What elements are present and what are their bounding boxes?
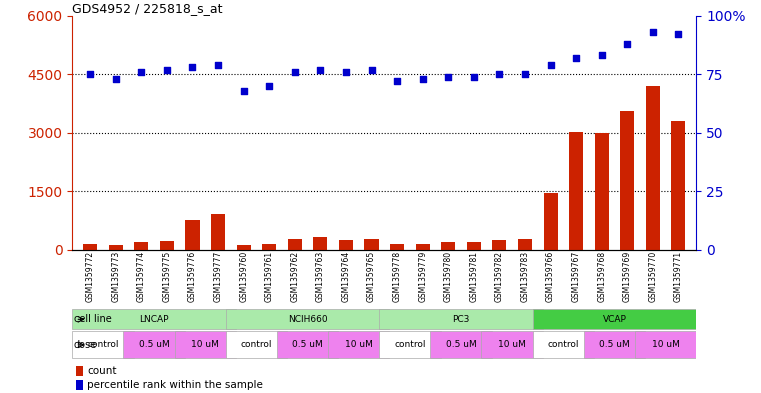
Bar [123,331,185,358]
Bar [365,239,378,250]
Point [161,66,173,73]
Text: cell line: cell line [74,314,111,324]
Bar [76,366,83,376]
Bar [76,380,83,390]
Point [186,64,199,70]
Bar [328,331,390,358]
Text: GDS4952 / 225818_s_at: GDS4952 / 225818_s_at [72,2,223,15]
Bar [186,220,199,250]
Text: 10 uM: 10 uM [191,340,219,349]
Bar [339,240,353,250]
Text: dose: dose [74,340,97,350]
Text: 10 uM: 10 uM [498,340,526,349]
Bar [109,245,123,250]
Bar [211,215,225,250]
Bar [533,309,696,329]
Bar [72,331,134,358]
Point [135,69,148,75]
Bar [72,309,236,329]
Bar [277,331,339,358]
Point [391,78,403,84]
Bar [314,237,327,250]
Point [621,40,633,47]
Point [237,87,250,94]
Text: 0.5 uM: 0.5 uM [292,340,323,349]
Point [212,62,224,68]
Text: count: count [88,366,116,376]
Bar [134,242,148,250]
Point [442,73,454,80]
Text: VCAP: VCAP [603,315,626,324]
Bar [466,242,481,250]
Point [544,62,556,68]
Text: 0.5 uM: 0.5 uM [446,340,476,349]
Point [365,66,377,73]
Text: 0.5 uM: 0.5 uM [599,340,630,349]
Bar [584,331,645,358]
Point [672,31,684,38]
Text: control: control [394,340,425,349]
Bar [482,331,543,358]
Point [570,55,582,61]
Text: 10 uM: 10 uM [651,340,680,349]
Bar [518,239,532,250]
Bar [492,240,506,250]
Point [288,69,301,75]
Point [493,71,505,77]
Bar [226,331,287,358]
Point [647,29,659,35]
Text: PC3: PC3 [452,315,470,324]
Text: 0.5 uM: 0.5 uM [139,340,170,349]
Point [340,69,352,75]
Text: control: control [548,340,579,349]
Bar [379,309,543,329]
Bar [533,331,594,358]
Bar [83,244,97,250]
Bar [416,244,430,250]
Point [110,76,122,82]
Text: 10 uM: 10 uM [345,340,373,349]
Bar [635,331,696,358]
Bar [160,241,174,250]
Bar [620,111,635,250]
Point [263,83,275,89]
Bar [390,244,404,250]
Bar [288,239,302,250]
Point [519,71,531,77]
Bar [263,244,276,250]
Text: NCIH660: NCIH660 [288,315,327,324]
Point [314,66,326,73]
Text: control: control [240,340,272,349]
Text: LNCAP: LNCAP [139,315,169,324]
Bar [441,242,455,250]
Bar [226,309,390,329]
Bar [594,133,609,250]
Point [84,71,97,77]
Bar [671,121,686,250]
Bar [237,245,250,250]
Bar [174,331,236,358]
Bar [646,86,660,250]
Bar [379,331,441,358]
Point [416,76,428,82]
Point [468,73,480,80]
Bar [569,132,583,250]
Point [596,52,608,59]
Bar [543,193,558,250]
Text: control: control [88,340,119,349]
Text: percentile rank within the sample: percentile rank within the sample [88,380,263,390]
Bar [430,331,492,358]
